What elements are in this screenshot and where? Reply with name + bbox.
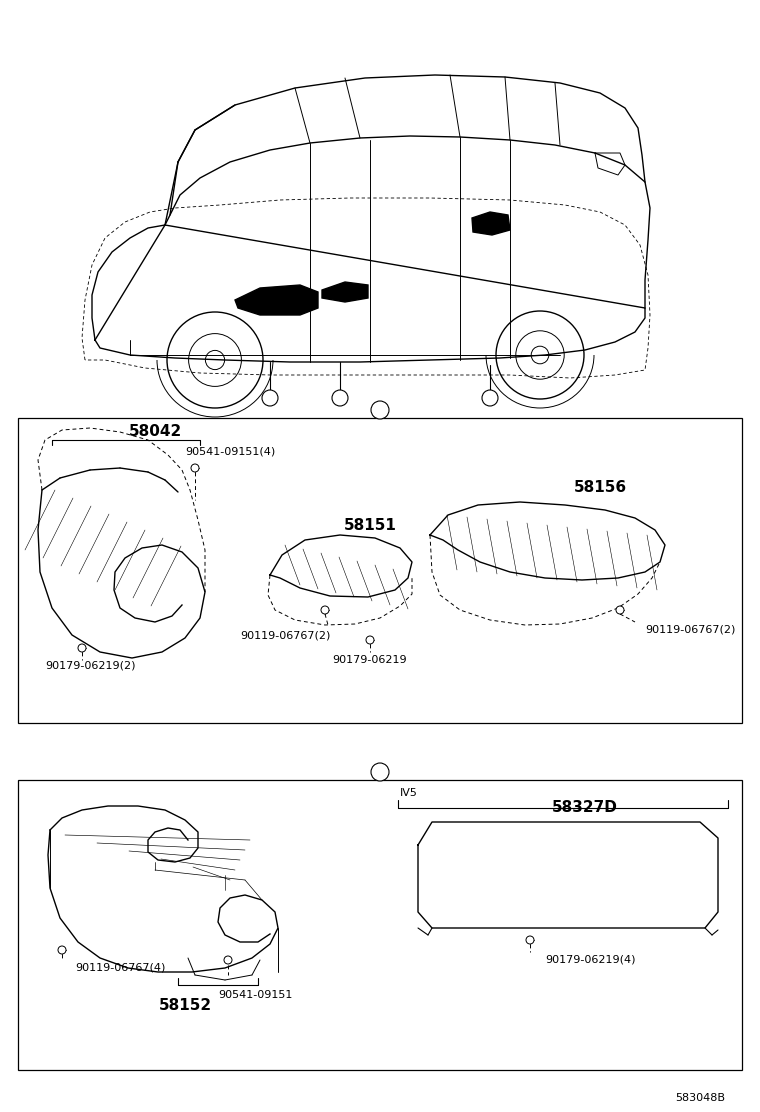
Polygon shape: [322, 282, 368, 302]
Bar: [18, 418, 742, 723]
Text: 1: 1: [375, 403, 385, 417]
Text: 1: 1: [337, 393, 344, 403]
Circle shape: [191, 464, 199, 471]
Text: 58151: 58151: [344, 517, 397, 533]
Circle shape: [371, 763, 389, 781]
Text: 90119-06767(2): 90119-06767(2): [240, 631, 330, 641]
Circle shape: [526, 936, 534, 944]
Text: 2: 2: [375, 765, 385, 780]
Text: 90541-09151: 90541-09151: [218, 990, 292, 1000]
Circle shape: [262, 390, 278, 406]
Circle shape: [482, 390, 498, 406]
Text: 58152: 58152: [158, 997, 211, 1013]
Text: 1: 1: [267, 393, 274, 403]
Circle shape: [78, 644, 86, 652]
Circle shape: [366, 636, 374, 644]
Polygon shape: [472, 212, 510, 235]
Circle shape: [616, 606, 624, 614]
Text: 90179-06219(2): 90179-06219(2): [45, 661, 135, 671]
Circle shape: [224, 956, 232, 964]
Text: IV5: IV5: [400, 788, 418, 798]
Text: 58327D: 58327D: [552, 801, 618, 815]
Text: 90119-06767(4): 90119-06767(4): [75, 962, 166, 972]
Text: 90119-06767(2): 90119-06767(2): [645, 625, 736, 635]
Bar: [18, 780, 742, 1070]
Circle shape: [332, 390, 348, 406]
Circle shape: [371, 401, 389, 419]
Text: 90179-06219: 90179-06219: [333, 655, 407, 665]
Text: 2: 2: [486, 393, 493, 403]
Text: 90541-09151(4): 90541-09151(4): [185, 447, 275, 457]
Circle shape: [58, 946, 66, 954]
Text: 583048B: 583048B: [675, 1093, 725, 1103]
Polygon shape: [235, 285, 318, 315]
Text: 90179-06219(4): 90179-06219(4): [545, 955, 635, 965]
Circle shape: [321, 606, 329, 614]
Text: 58156: 58156: [574, 480, 626, 496]
Text: 58042: 58042: [128, 425, 182, 439]
